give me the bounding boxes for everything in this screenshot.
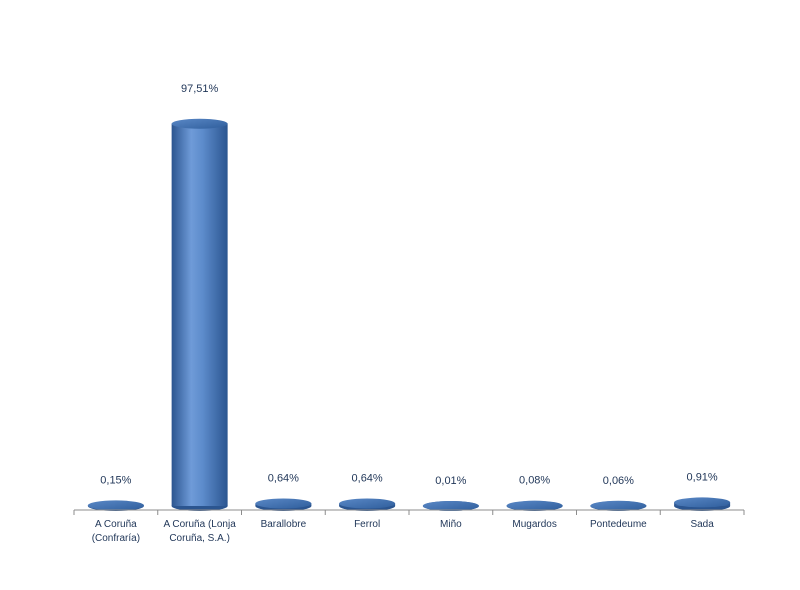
category-label: Coruña, S.A.): [169, 533, 230, 544]
bar-top: [88, 500, 144, 510]
bar-body: [172, 124, 228, 506]
category-label: A Coruña (Lonja: [163, 519, 236, 530]
data-label: 0,64%: [268, 472, 299, 484]
category-label: Miño: [440, 519, 462, 530]
bar: [255, 498, 311, 511]
bar-top: [674, 497, 730, 507]
category-label: (Confraría): [92, 533, 140, 544]
data-label: 0,64%: [352, 472, 383, 484]
data-label: 0,01%: [435, 475, 466, 487]
category-label: A Coruña: [95, 519, 137, 530]
bars: [88, 119, 730, 511]
bar: [172, 119, 228, 511]
bar: [88, 500, 144, 511]
data-label: 0,15%: [100, 474, 131, 486]
data-label: 0,91%: [687, 471, 718, 483]
category-label: Barallobre: [261, 519, 307, 530]
bar-top: [507, 501, 563, 511]
category-label: Ferrol: [354, 519, 380, 530]
category-label: Sada: [690, 519, 714, 530]
bar: [507, 501, 563, 511]
data-label: 0,06%: [603, 475, 634, 487]
bar-top: [590, 501, 646, 511]
category-labels: A Coruña (Confraría) A Coruña (Lonja Coruña…: [92, 519, 715, 544]
bar-top: [255, 498, 311, 508]
category-label: Pontedeume: [590, 519, 647, 530]
x-axis-ticks: [74, 510, 744, 515]
category-label: Mugardos: [512, 519, 556, 530]
bar: [674, 497, 730, 511]
bar-top: [339, 498, 395, 508]
data-label: 0,08%: [519, 475, 550, 487]
data-label: 97,51%: [181, 83, 219, 95]
bar-top: [172, 119, 228, 129]
bar: [339, 498, 395, 511]
bar: [590, 501, 646, 511]
bar: [423, 501, 479, 511]
bar-top: [423, 501, 479, 511]
